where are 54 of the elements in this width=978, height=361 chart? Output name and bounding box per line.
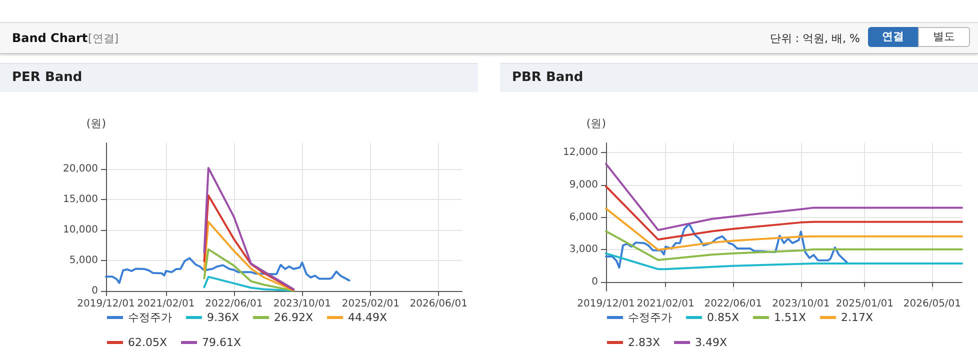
x-tick-label: 2021/02/01 <box>636 298 694 310</box>
y-tick-label: 3,000 <box>569 244 598 256</box>
y-axis-title: (원) <box>86 117 106 130</box>
legend-label: 수정주가 <box>628 311 672 324</box>
chart-title: PER Band <box>0 63 478 92</box>
line-series <box>604 222 849 269</box>
y-axis-title: (원) <box>586 117 606 130</box>
y-tick-label: 6,000 <box>569 212 598 223</box>
legend-label: 1.51X <box>774 311 807 324</box>
legend-label: 62.05X <box>128 336 168 349</box>
legend-label: 9.36X <box>207 311 240 324</box>
text: [연결] <box>88 31 119 46</box>
y-tick-label: 0 <box>592 276 598 288</box>
line-series <box>604 252 963 270</box>
legend-label: 26.92X <box>274 311 314 324</box>
x-tick-label: 2019/12/01 <box>577 298 635 310</box>
x-tick-label: 2025/02/01 <box>342 298 400 310</box>
legend-label: 3.49X <box>695 336 728 349</box>
legend-label: 수정주가 <box>128 311 172 324</box>
x-tick-label: 2021/02/01 <box>137 298 195 310</box>
x-tick-label: 2019/12/01 <box>77 298 135 310</box>
text: 단위 : 억원, 배, % <box>770 31 860 46</box>
line-series <box>203 167 295 290</box>
y-tick-label: 5,000 <box>69 254 98 266</box>
line-series <box>104 257 350 284</box>
chart-title: PBR Band <box>500 63 978 92</box>
text: Band Chart <box>12 31 88 45</box>
legend-label: 2.83X <box>628 336 660 349</box>
text: 연결 <box>868 27 918 47</box>
line-series <box>604 162 963 232</box>
y-tick-label: 12,000 <box>562 147 598 158</box>
x-tick-label: 2026/06/01 <box>410 298 468 310</box>
y-tick-label: 10,000 <box>62 224 98 236</box>
line-series <box>604 208 963 251</box>
x-tick-label: 2026/05/01 <box>903 298 962 310</box>
x-tick-label: 2023/10/01 <box>273 298 331 310</box>
line-series <box>604 230 963 261</box>
y-tick-label: 0 <box>92 286 98 296</box>
legend-label: 44.49X <box>348 311 388 324</box>
x-tick-label: 2025/01/01 <box>836 298 894 310</box>
text: 별도 <box>918 27 970 47</box>
y-tick-label: 9,000 <box>569 179 598 190</box>
legend-label: 0.85X <box>707 311 740 324</box>
line-series <box>203 248 295 292</box>
y-tick-label: 20,000 <box>62 163 98 174</box>
legend-label: 79.61X <box>202 336 242 349</box>
line-series <box>203 220 295 292</box>
x-tick-label: 2022/06/01 <box>205 298 263 310</box>
line-series <box>203 194 295 291</box>
line-series <box>604 185 963 241</box>
x-tick-label: 2023/10/01 <box>772 298 830 310</box>
y-tick-label: 15,000 <box>62 194 98 205</box>
x-tick-label: 2022/06/01 <box>704 298 762 310</box>
legend-label: 2.17X <box>841 311 874 324</box>
